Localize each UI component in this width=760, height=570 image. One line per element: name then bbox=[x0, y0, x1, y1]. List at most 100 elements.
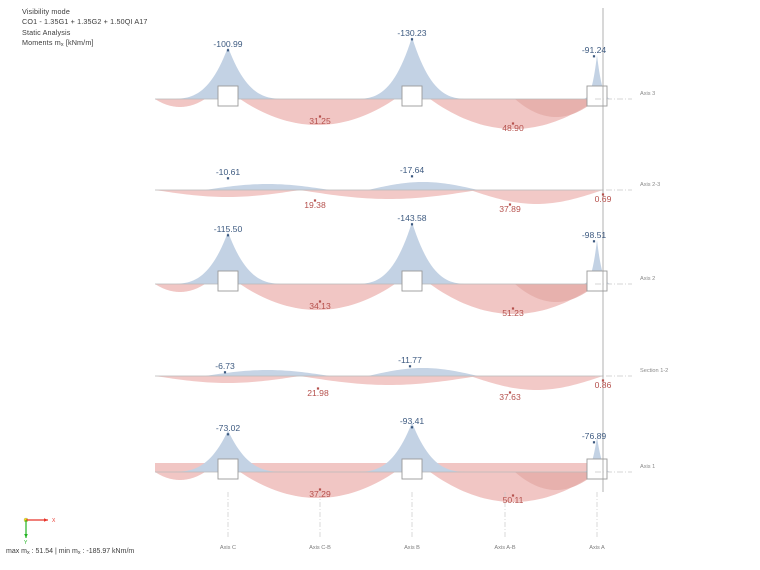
moment-area-pos bbox=[240, 284, 395, 310]
value-label-negative: -115.50 bbox=[214, 224, 243, 234]
moment-area-pos-peak bbox=[515, 472, 597, 490]
minmax-status: max mx : 51.54 | min mx : -185.97 kNm/m bbox=[6, 548, 134, 556]
moment-area-neg bbox=[205, 184, 330, 190]
value-label-negative: -11.77 bbox=[398, 355, 422, 365]
column-marker bbox=[401, 458, 423, 480]
value-marker-negative bbox=[410, 175, 414, 178]
value-marker-positive bbox=[601, 379, 605, 382]
grid-label: Axis A bbox=[589, 545, 605, 551]
moment-area-neg bbox=[168, 232, 288, 284]
value-label-negative: -93.41 bbox=[400, 416, 425, 426]
value-marker-negative bbox=[410, 223, 414, 226]
value-label-positive: 48.90 bbox=[502, 123, 524, 133]
gizmo-y-label: Y bbox=[24, 540, 28, 546]
moment-area-neg bbox=[581, 436, 613, 472]
value-marker-negative bbox=[226, 234, 230, 237]
value-marker-negative bbox=[410, 38, 414, 41]
grid-label: Axis C-B bbox=[309, 545, 331, 551]
value-label-positive: 51.23 bbox=[502, 308, 524, 318]
moment-area-neg bbox=[168, 47, 288, 99]
value-marker-negative bbox=[223, 371, 227, 374]
value-marker-positive bbox=[511, 307, 515, 310]
value-label-positive: 0.86 bbox=[595, 380, 612, 390]
row-axis-label: Axis 1 bbox=[640, 464, 655, 470]
column-marker bbox=[217, 85, 239, 107]
value-label-positive: 19.38 bbox=[304, 200, 326, 210]
row-axis-label: Axis 2 bbox=[640, 276, 655, 282]
row-axis-label: Axis 2-3 bbox=[640, 182, 660, 188]
row-axis-label: Section 1-2 bbox=[640, 368, 668, 374]
moment-area-neg bbox=[205, 370, 330, 376]
moment-area-pos bbox=[155, 472, 205, 480]
value-marker-positive bbox=[313, 199, 317, 202]
column-marker bbox=[586, 458, 608, 480]
moment-area-neg bbox=[352, 422, 472, 472]
column-marker bbox=[586, 85, 608, 107]
column-marker bbox=[217, 458, 239, 480]
moment-area-pos bbox=[155, 284, 205, 292]
value-label-negative: -91.24 bbox=[582, 45, 607, 55]
header-result-type: Moments mx [kNm/m] bbox=[22, 38, 148, 50]
minmax-mid: : 51.54 | min m bbox=[29, 548, 78, 555]
moment-area-neg bbox=[368, 182, 478, 190]
minmax-sub-1: x bbox=[27, 550, 30, 556]
value-marker-positive bbox=[318, 488, 322, 491]
value-label-negative: -130.23 bbox=[397, 28, 426, 38]
value-marker-positive bbox=[511, 122, 515, 125]
info-header: Visibility mode CO1 - 1.35G1 + 1.35G2 + … bbox=[22, 7, 148, 51]
grid-label: Axis B bbox=[404, 545, 420, 551]
moment-area-pos-peak bbox=[515, 99, 597, 117]
moment-band bbox=[155, 463, 603, 472]
value-marker-negative bbox=[408, 365, 412, 368]
value-marker-negative bbox=[592, 441, 596, 444]
value-marker-negative bbox=[226, 49, 230, 52]
value-marker-positive bbox=[508, 391, 512, 394]
minmax-post: : -185.97 kNm/m bbox=[80, 548, 135, 555]
orientation-gizmo: X Y bbox=[23, 517, 56, 546]
moment-area-pos bbox=[155, 99, 205, 107]
column-marker bbox=[217, 270, 239, 292]
moment-area-pos bbox=[300, 376, 478, 385]
value-marker-negative bbox=[410, 426, 414, 429]
value-label-negative: -10.61 bbox=[216, 167, 241, 177]
moment-area-pos bbox=[155, 376, 300, 383]
header-visibility-mode: Visibility mode bbox=[22, 7, 70, 16]
value-label-positive: 31.25 bbox=[309, 116, 331, 126]
header-result-pre: Moments m bbox=[22, 38, 61, 48]
moment-area-pos bbox=[240, 472, 395, 498]
header-load-combination: CO1 - 1.35G1 + 1.35G2 + 1.50QI A17 bbox=[22, 17, 148, 27]
value-label-negative: -76.89 bbox=[582, 431, 607, 441]
value-label-positive: 37.63 bbox=[499, 392, 521, 402]
value-label-positive: 34.13 bbox=[309, 301, 331, 311]
moment-area-neg bbox=[581, 55, 613, 99]
moment-area-pos bbox=[470, 190, 603, 204]
value-label-negative: -6.73 bbox=[215, 361, 235, 371]
moment-area-neg bbox=[168, 430, 288, 472]
row-axis-label: Axis 3 bbox=[640, 91, 655, 97]
moment-area-pos bbox=[300, 190, 478, 199]
value-marker-positive bbox=[318, 115, 322, 118]
header-analysis-type: Static Analysis bbox=[22, 27, 71, 37]
moment-area-neg bbox=[581, 240, 613, 284]
value-label-positive: 37.29 bbox=[309, 489, 331, 499]
value-marker-positive bbox=[318, 300, 322, 303]
value-label-negative: -100.99 bbox=[213, 39, 242, 49]
gizmo-x-label: X bbox=[52, 518, 56, 524]
value-marker-positive bbox=[316, 387, 320, 390]
value-marker-negative bbox=[592, 240, 596, 243]
value-label-positive: 0.69 bbox=[595, 194, 612, 204]
moment-area-neg bbox=[352, 37, 472, 99]
value-label-negative: -73.02 bbox=[216, 423, 241, 433]
moment-area-pos bbox=[155, 190, 300, 197]
value-label-negative: -98.51 bbox=[582, 230, 607, 240]
column-marker bbox=[586, 270, 608, 292]
grid-label: Axis A-B bbox=[494, 545, 515, 551]
header-result-post: [kNm/m] bbox=[63, 38, 94, 48]
header-result-subscript: x bbox=[60, 42, 64, 49]
value-marker-negative bbox=[592, 55, 596, 58]
value-marker-positive bbox=[508, 203, 512, 206]
gizmo-y-arrow bbox=[24, 534, 28, 538]
value-marker-negative bbox=[226, 177, 230, 180]
